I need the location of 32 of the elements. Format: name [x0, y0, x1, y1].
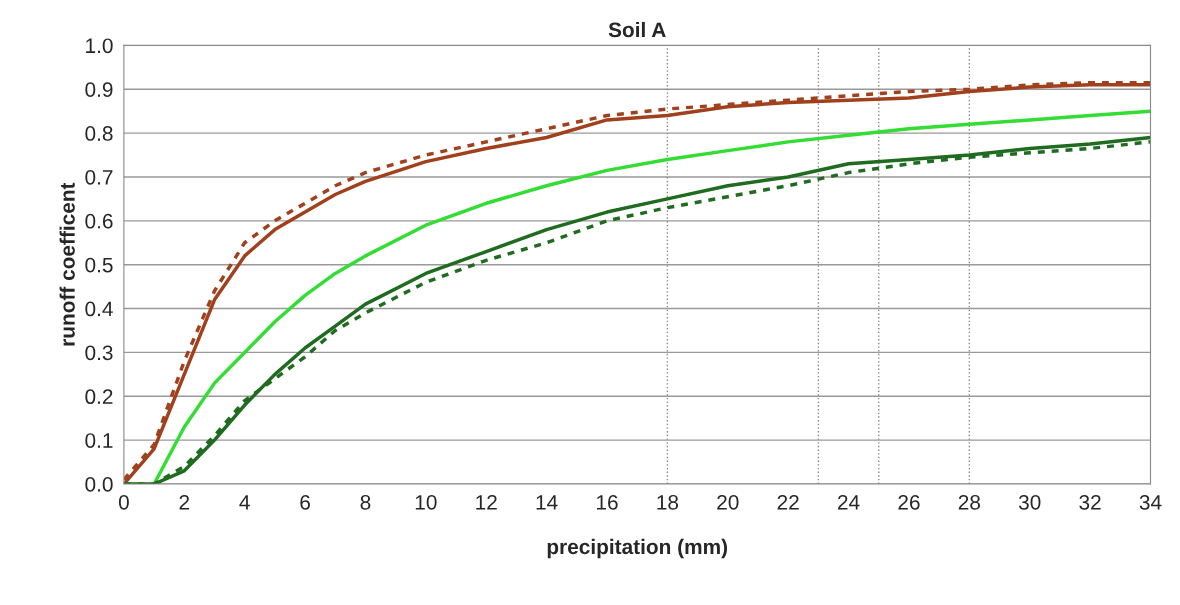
y-tick-label: 1.0	[86, 38, 113, 54]
x-tick-label: 34	[1139, 494, 1162, 510]
y-tick-label: 0.7	[85, 169, 113, 185]
x-axis-title: precipitation (mm)	[547, 538, 728, 559]
x-tick-label: 24	[838, 494, 860, 510]
x-tick-label: 0	[118, 494, 129, 510]
x-tick-label: 28	[958, 494, 981, 510]
x-tick-label: 30	[1018, 494, 1041, 510]
y-tick-label: 0.0	[85, 477, 113, 492]
x-tick-label: 2	[179, 494, 190, 510]
x-tick-label: 20	[717, 494, 739, 510]
x-tick-label: 14	[536, 495, 558, 510]
chart-title: Soil A	[608, 21, 666, 38]
y-tick-label: 0.9	[85, 82, 113, 97]
y-tick-label: 0.4	[85, 301, 113, 317]
y-axis-title: runoff coefficent	[59, 182, 75, 346]
y-tick-label: 0.8	[85, 126, 113, 141]
y-tick-label: 0.1	[85, 433, 113, 448]
y-tick-label: 0.2	[85, 389, 113, 405]
x-tick-label: 10	[415, 494, 437, 510]
y-tick-label: 0.3	[85, 345, 113, 361]
x-tick-label: 6	[300, 494, 310, 510]
x-tick-label: 16	[597, 494, 618, 510]
x-tick-label: 4	[239, 495, 250, 510]
x-tick-label: 22	[777, 494, 799, 510]
x-tick-label: 32	[1079, 494, 1101, 510]
x-tick-label: 8	[360, 494, 371, 510]
y-tick-label: 0.5	[85, 257, 113, 273]
x-tick-label: 18	[657, 494, 679, 510]
x-tick-label: 12	[476, 494, 497, 510]
x-tick-label: 26	[898, 494, 920, 510]
y-tick-label: 0.6	[85, 213, 113, 229]
